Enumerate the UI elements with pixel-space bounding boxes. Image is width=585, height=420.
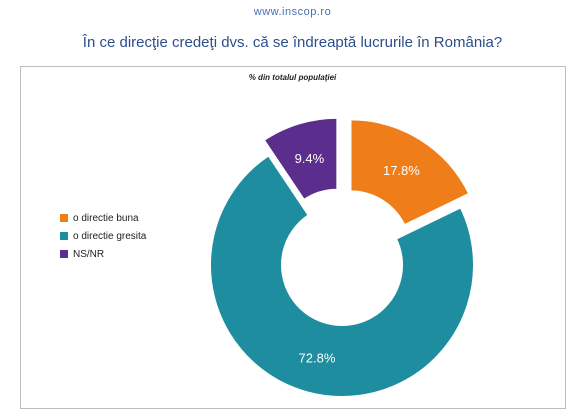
chart-subtitle: % din totalul populaţiei bbox=[248, 73, 337, 82]
legend-item-gresita: o directie gresita bbox=[60, 227, 146, 245]
legend-item-buna: o directie buna bbox=[60, 209, 146, 227]
slice-data-label: 17.8% bbox=[383, 163, 420, 178]
slice-o-directie-buna bbox=[349, 118, 471, 227]
page-title: În ce direcţie credeţi dvs. că se îndrea… bbox=[82, 34, 503, 51]
site-url: www.inscop.ro bbox=[253, 6, 332, 18]
legend-swatch bbox=[60, 232, 68, 240]
legend-label: NS/NR bbox=[73, 248, 105, 260]
chart-legend: o directie buna o directie gresita NS/NR bbox=[60, 209, 146, 263]
legend-label: o directie buna bbox=[73, 212, 139, 224]
slice-data-label: 72.8% bbox=[299, 351, 336, 366]
slice-data-label: 9.4% bbox=[295, 151, 325, 166]
legend-label: o directie gresita bbox=[73, 230, 147, 242]
legend-swatch bbox=[60, 214, 68, 222]
chart-frame bbox=[20, 66, 566, 409]
legend-swatch bbox=[60, 250, 68, 258]
slice-o-directie-gresita bbox=[209, 153, 475, 398]
legend-item-nsnr: NS/NR bbox=[60, 245, 146, 263]
slice-ns-nr bbox=[262, 116, 339, 202]
